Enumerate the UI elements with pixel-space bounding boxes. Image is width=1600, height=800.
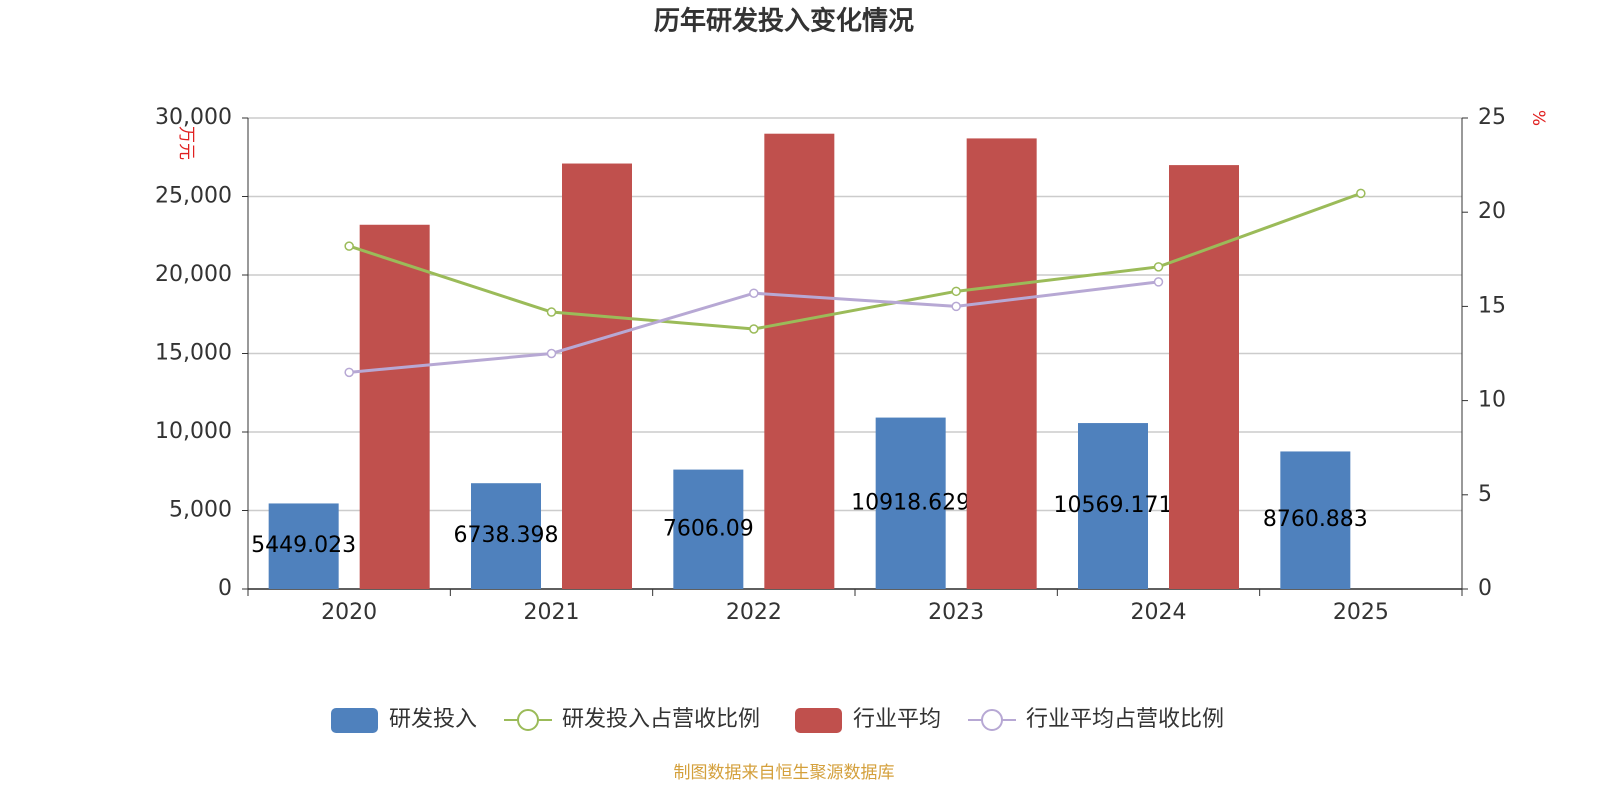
legend-label: 行业平均	[853, 707, 941, 732]
line-marker	[344, 241, 354, 251]
legend-label: 研发投入占营收比例	[562, 707, 760, 732]
bar	[562, 163, 632, 589]
x-tick-label: 2025	[1333, 600, 1389, 625]
y-tick-label: 25,000	[155, 184, 232, 209]
bar	[268, 503, 339, 589]
source-note: 制图数据来自恒生聚源数据库	[674, 763, 895, 783]
x-tick-label: 2023	[928, 600, 984, 625]
data-label: 5449.023	[251, 533, 356, 558]
data-label: 7606.09	[663, 516, 754, 541]
chart-title: 历年研发投入变化情况	[654, 6, 914, 37]
bar	[1078, 423, 1148, 589]
line-marker	[546, 307, 557, 317]
line-marker	[1153, 277, 1164, 287]
legend-label: 行业平均占营收比例	[1026, 707, 1224, 732]
bar	[359, 224, 430, 589]
y2-tick-label: 0	[1478, 576, 1492, 601]
line-marker	[344, 367, 354, 378]
legend-swatch	[331, 708, 378, 733]
legend-label: 研发投入	[389, 707, 477, 732]
y2-tick-label: 15	[1478, 293, 1506, 318]
bar	[1169, 165, 1239, 589]
data-label: 10918.629	[851, 490, 970, 515]
bar	[875, 417, 946, 589]
x-tick-label: 2022	[726, 600, 782, 625]
y-axis-label: 万元	[176, 126, 196, 160]
y-tick-label: 0	[218, 576, 232, 601]
line-marker	[749, 288, 759, 298]
bar	[1280, 451, 1351, 589]
x-tick-label: 2020	[321, 600, 377, 625]
line-marker	[1356, 188, 1366, 199]
y2-tick-label: 25	[1478, 105, 1506, 130]
bar	[471, 483, 541, 589]
y-tick-label: 10,000	[155, 419, 232, 444]
legend-swatch	[795, 708, 842, 733]
y2-tick-label: 5	[1478, 482, 1492, 507]
x-tick-label: 2024	[1131, 600, 1187, 625]
bar	[673, 469, 744, 589]
y-tick-label: 5,000	[169, 498, 232, 523]
line-marker	[749, 324, 759, 334]
legend-swatch	[981, 709, 1003, 731]
y-tick-label: 15,000	[155, 341, 232, 366]
data-label: 10569.171	[1054, 493, 1173, 518]
line-marker	[1153, 262, 1164, 272]
y-tick-label: 30,000	[155, 105, 232, 130]
line-marker	[951, 286, 961, 297]
data-label: 8760.883	[1263, 507, 1368, 532]
line-marker	[546, 348, 557, 359]
legend-swatch	[517, 709, 539, 731]
data-label: 6738.398	[454, 523, 559, 548]
x-tick-label: 2021	[524, 600, 580, 625]
line-marker	[951, 301, 961, 312]
y2-axis-label: %	[1528, 110, 1548, 126]
y-tick-label: 20,000	[155, 262, 232, 287]
bar	[764, 133, 835, 589]
y2-tick-label: 20	[1478, 199, 1506, 224]
y2-tick-label: 10	[1478, 388, 1506, 413]
line	[348, 191, 1362, 331]
bar	[966, 138, 1037, 589]
